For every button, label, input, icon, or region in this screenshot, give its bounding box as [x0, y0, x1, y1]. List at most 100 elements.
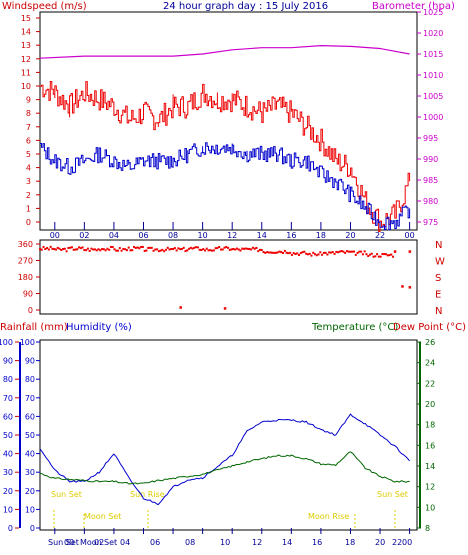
rain-tick-label: 60	[3, 412, 13, 421]
direction-point	[106, 247, 109, 250]
rain-tick-label: 80	[3, 375, 13, 384]
direction-point	[235, 247, 238, 250]
barometer-tick-label: 1015	[423, 50, 443, 59]
direction-point	[358, 250, 361, 253]
direction-point	[347, 250, 350, 253]
direction-point	[200, 249, 203, 252]
direction-point	[62, 248, 65, 251]
bottom-axis-label: 10	[220, 538, 230, 547]
direction-point	[211, 249, 214, 252]
direction-point	[179, 306, 182, 309]
direction-point	[340, 250, 343, 253]
time-tick-label: 12	[227, 231, 237, 240]
direction-point	[154, 248, 157, 251]
direction-point	[292, 252, 295, 255]
direction-point	[115, 249, 118, 252]
direction-point	[331, 251, 334, 254]
wind-tick-label: 5	[26, 150, 31, 159]
bottom-axis-label: Sun Set	[48, 538, 79, 547]
direction-point	[408, 250, 412, 253]
time-tick-label: 08	[168, 231, 178, 240]
direction-point	[269, 251, 272, 254]
direction-point	[306, 253, 309, 256]
direction-point	[93, 248, 96, 251]
direction-point	[408, 286, 412, 289]
direction-point	[283, 249, 286, 252]
humidity-tick-label: 40	[25, 450, 35, 459]
direction-point	[95, 249, 98, 252]
sun-moon-marker: Sun Rise	[130, 490, 165, 499]
direction-point	[173, 247, 176, 250]
direction-point	[225, 246, 228, 249]
direction-point	[356, 251, 359, 254]
direction-point	[134, 246, 137, 249]
humidity-tick-label: 100	[20, 338, 35, 347]
direction-point	[163, 250, 166, 253]
direction-point	[196, 246, 199, 249]
direction-point	[58, 247, 61, 250]
temperature-axis-label: Temperature (°C)	[311, 322, 398, 333]
direction-point	[338, 250, 341, 253]
direction-point	[90, 247, 93, 250]
direction-point	[294, 253, 297, 256]
direction-point	[301, 251, 304, 254]
direction-point	[367, 255, 370, 258]
direction-point	[223, 246, 226, 249]
direction-point	[67, 247, 70, 250]
wind-tick-label: 14	[21, 28, 31, 37]
direction-point	[131, 249, 134, 252]
direction-point	[182, 246, 185, 249]
direction-point	[147, 246, 150, 249]
dewpoint-axis-label: Dew Point (°C)	[393, 322, 466, 333]
direction-point	[157, 250, 160, 253]
direction-point	[138, 247, 141, 250]
bottom-axis-label: 04	[120, 538, 130, 547]
direction-point	[202, 248, 205, 251]
direction-point	[65, 250, 68, 253]
direction-point	[79, 247, 82, 250]
direction-point	[180, 247, 183, 250]
direction-point	[370, 252, 373, 255]
humidity-tick-label: 90	[25, 357, 35, 366]
direction-point	[166, 246, 169, 249]
direction-point	[273, 251, 276, 254]
direction-point	[47, 248, 50, 251]
humidity-tick-label: 30	[25, 468, 35, 477]
direction-point	[161, 248, 164, 251]
direction-point	[141, 245, 144, 248]
direction-point	[218, 245, 221, 248]
direction-point	[230, 248, 233, 251]
direction-point	[136, 246, 139, 249]
direction-point	[143, 249, 146, 252]
direction-point	[392, 255, 395, 258]
direction-point	[317, 253, 320, 256]
direction-point	[287, 252, 290, 255]
wind-tick-label: 15	[21, 14, 31, 23]
direction-point	[118, 247, 121, 250]
barometer-line	[39, 44, 410, 59]
direction-point	[237, 248, 240, 251]
direction-point	[383, 253, 386, 256]
direction-point	[111, 246, 114, 249]
direction-point	[361, 253, 364, 256]
direction-point	[282, 252, 285, 255]
barometer-tick-label: 985	[423, 176, 438, 185]
direction-point	[51, 247, 54, 250]
direction-point	[177, 247, 180, 250]
temperature-tick-label: 24	[425, 359, 435, 368]
direction-point	[78, 246, 81, 249]
direction-point	[324, 251, 327, 254]
direction-point	[351, 250, 354, 253]
wind-tick-label: 11	[21, 68, 31, 77]
direction-point	[129, 249, 132, 252]
direction-point	[97, 248, 100, 251]
direction-point	[239, 249, 242, 252]
direction-point	[262, 251, 265, 254]
barometer-tick-label: 995	[423, 134, 438, 143]
wind-tick-label: 2	[26, 191, 31, 200]
direction-point	[219, 248, 222, 251]
compass-label: W	[435, 257, 445, 268]
direction-point	[243, 247, 246, 250]
direction-point	[328, 251, 331, 254]
direction-point	[228, 248, 231, 251]
